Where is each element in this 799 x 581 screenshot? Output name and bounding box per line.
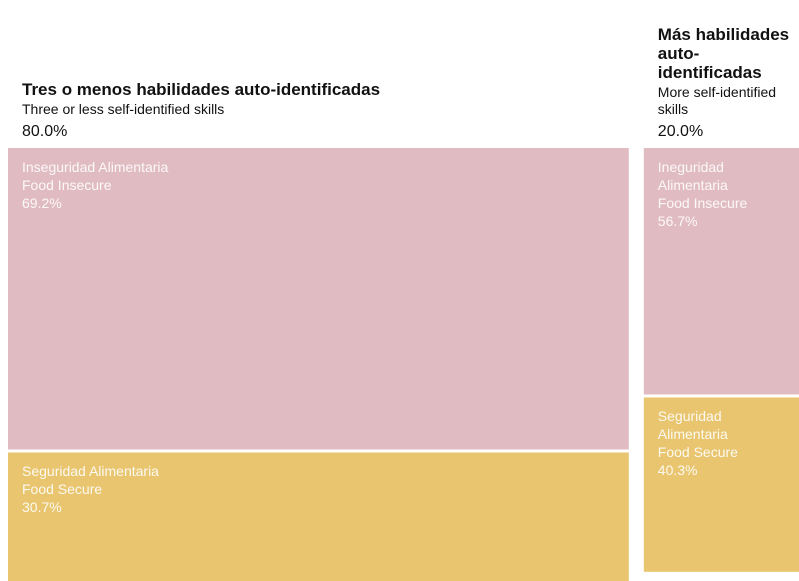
segment-text: 69.2% (22, 195, 62, 211)
column-share: 20.0% (657, 123, 704, 140)
segment (643, 397, 799, 572)
segment-text: Food Secure (657, 444, 738, 461)
column-header: Tres o menos habilidades auto-identifica… (22, 80, 629, 142)
segment-text: Food Insecure (22, 177, 112, 193)
segment-text: Seguridad Alimentaria (22, 463, 159, 480)
segment-text: Food Secure (22, 481, 103, 498)
segment-label: Seguridad Alimentaria Food Secure 30.7% (8, 452, 629, 516)
segment-label: Seguridad Alimentaria Food Secure 40.3% (644, 397, 799, 479)
column-share: 80.0% (22, 123, 68, 140)
column-subtitle: Three or less self-identified skills (22, 101, 225, 117)
segment-text: 56.7% (657, 213, 698, 229)
column-header: Más habilidades auto-identificadas More s… (658, 25, 799, 142)
segment-label: Inseguridad Alimentaria Food Insecure 69.2… (8, 148, 629, 212)
segment-text: 40.3% (657, 462, 698, 479)
column-title: Tres o menos habilidades auto-identifica… (22, 80, 381, 99)
segment-text: 30.7% (22, 499, 62, 516)
column-subtitle: More self-identified skills (657, 84, 777, 117)
segment (643, 148, 799, 395)
segment-text: Inseguridad Alimentaria (22, 159, 169, 175)
column-title: Más habilidades auto-identificadas (657, 25, 790, 82)
segment-text: Seguridad Alimentaria (657, 408, 728, 443)
segment-label: Ineguridad Alimentaria Food Insecure 56.7% (644, 148, 799, 230)
segment (8, 452, 629, 581)
segment-text: Ineguridad Alimentaria (657, 159, 728, 193)
segment-text: Food Insecure (657, 195, 748, 211)
segment (8, 148, 629, 450)
